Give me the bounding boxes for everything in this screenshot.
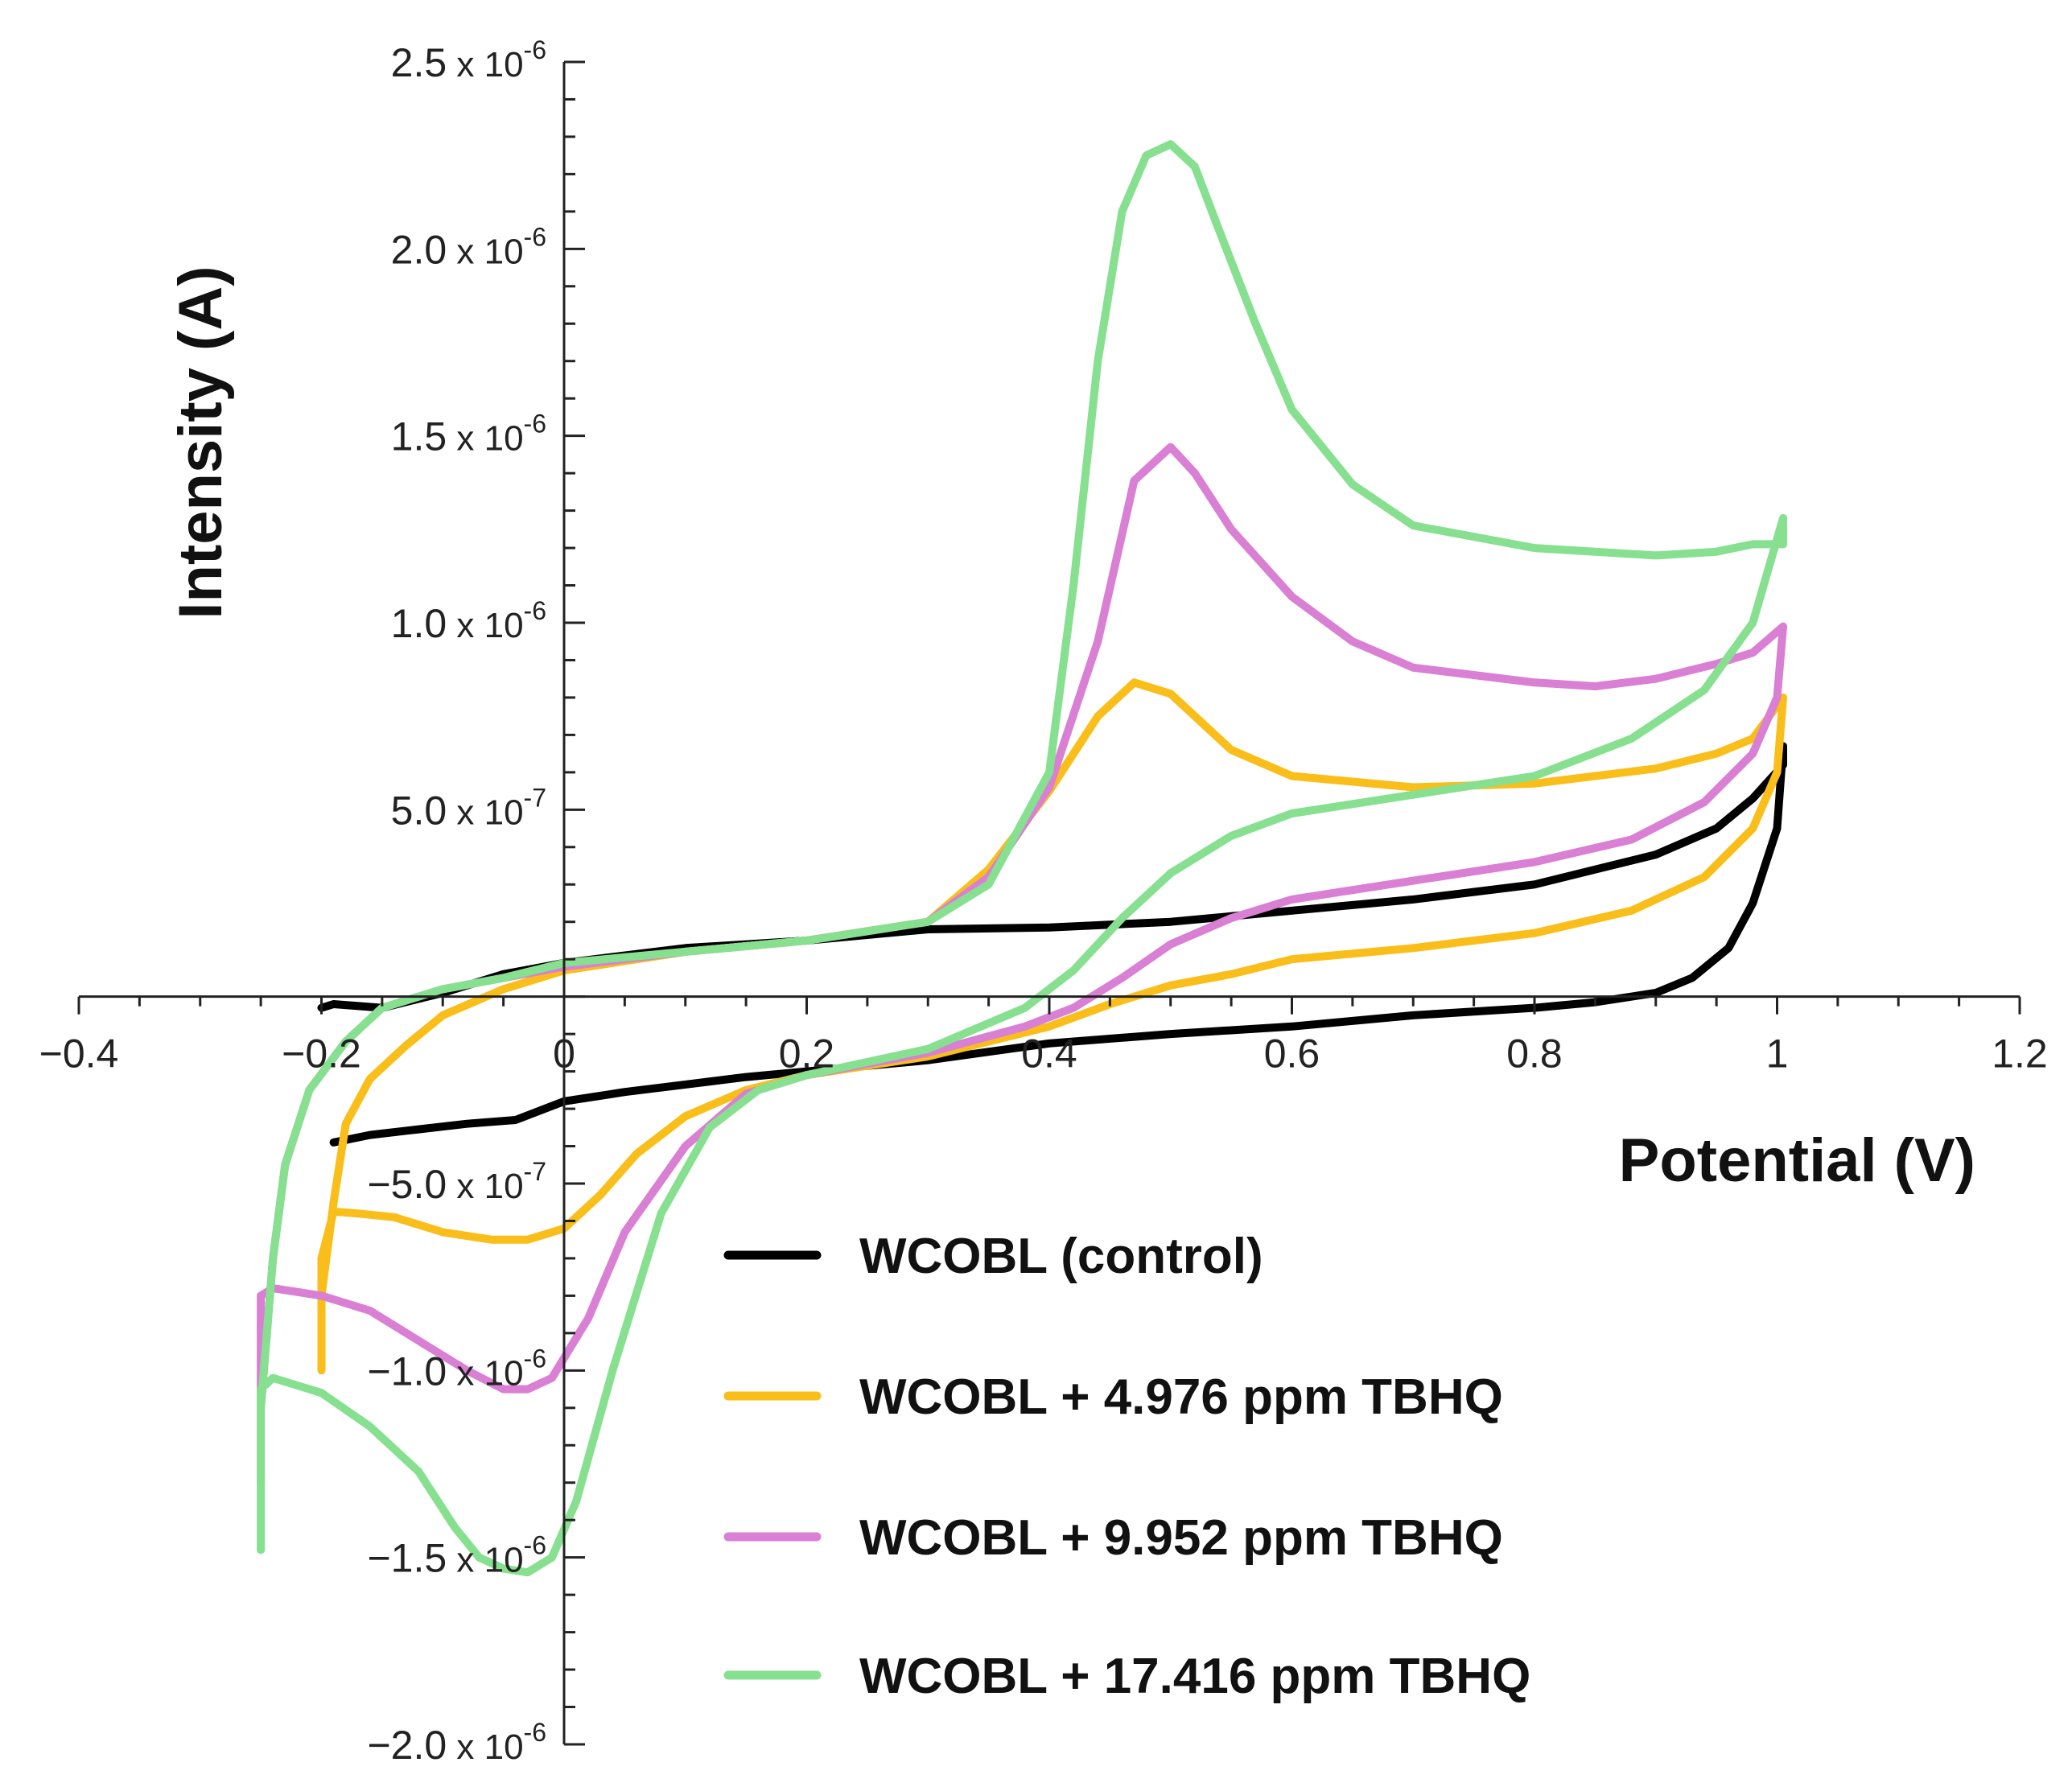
y-tick-label: 5.0 x 10-7	[391, 783, 546, 833]
x-tick-label: −0.4	[39, 1031, 119, 1077]
y-tick-label: −2.0 x 10-6	[367, 1718, 546, 1768]
legend-label-3: WCOBL + 9.952 ppm TBHQ	[859, 1510, 1503, 1566]
x-tick-label: 0.2	[779, 1031, 835, 1077]
y-tick-label: −5.0 x 10-7	[367, 1157, 546, 1207]
legend-label-1: WCOBL (control)	[859, 1229, 1263, 1284]
x-tick-label: 1.2	[1992, 1031, 2048, 1077]
x-tick-label: 1	[1766, 1031, 1789, 1077]
series-layer	[257, 140, 1787, 1577]
legend-label-2: WCOBL + 4.976 ppm TBHQ	[859, 1369, 1503, 1425]
x-tick-label: 0	[553, 1031, 575, 1077]
series-line-4	[257, 140, 1787, 1577]
x-axis-title: Potential (V)	[1619, 1126, 1975, 1195]
x-tick-label: 0.4	[1021, 1031, 1077, 1077]
x-tick-label: −0.2	[282, 1031, 361, 1077]
x-ticks: −0.4 −0.2 0 0.2 0.4 0.6 0.8 1 1.2	[39, 996, 2048, 1077]
y-tick-label: 1.0 x 10-6	[391, 596, 546, 646]
y-tick-label: −1.0 x 10-6	[367, 1344, 546, 1394]
y-tick-label: −1.5 x 10-6	[367, 1531, 546, 1581]
legend-label-4: WCOBL + 17.416 ppm TBHQ	[859, 1649, 1530, 1704]
x-tick-label: 0.8	[1506, 1031, 1563, 1077]
y-tick-label: 2.5 x 10-6	[391, 35, 546, 85]
y-tick-label: 2.0 x 10-6	[391, 222, 546, 272]
y-ticks: 2.5 x 10-6 2.0 x 10-6 1.5 x 10-6 1.0 x 10-6…	[367, 35, 585, 1768]
x-tick-label: 0.6	[1264, 1031, 1320, 1077]
y-axis-title: Intensity (A)	[167, 266, 235, 619]
y-tick-label: 1.5 x 10-6	[391, 410, 546, 459]
axes-layer: −0.4 −0.2 0 0.2 0.4 0.6 0.8 1 1.2 2.5 x 10-6 2.0 …	[39, 35, 2048, 1768]
legend: WCOBL (control) WCOBL + 4.976 ppm TBHQ WCO…	[723, 1229, 1530, 1704]
